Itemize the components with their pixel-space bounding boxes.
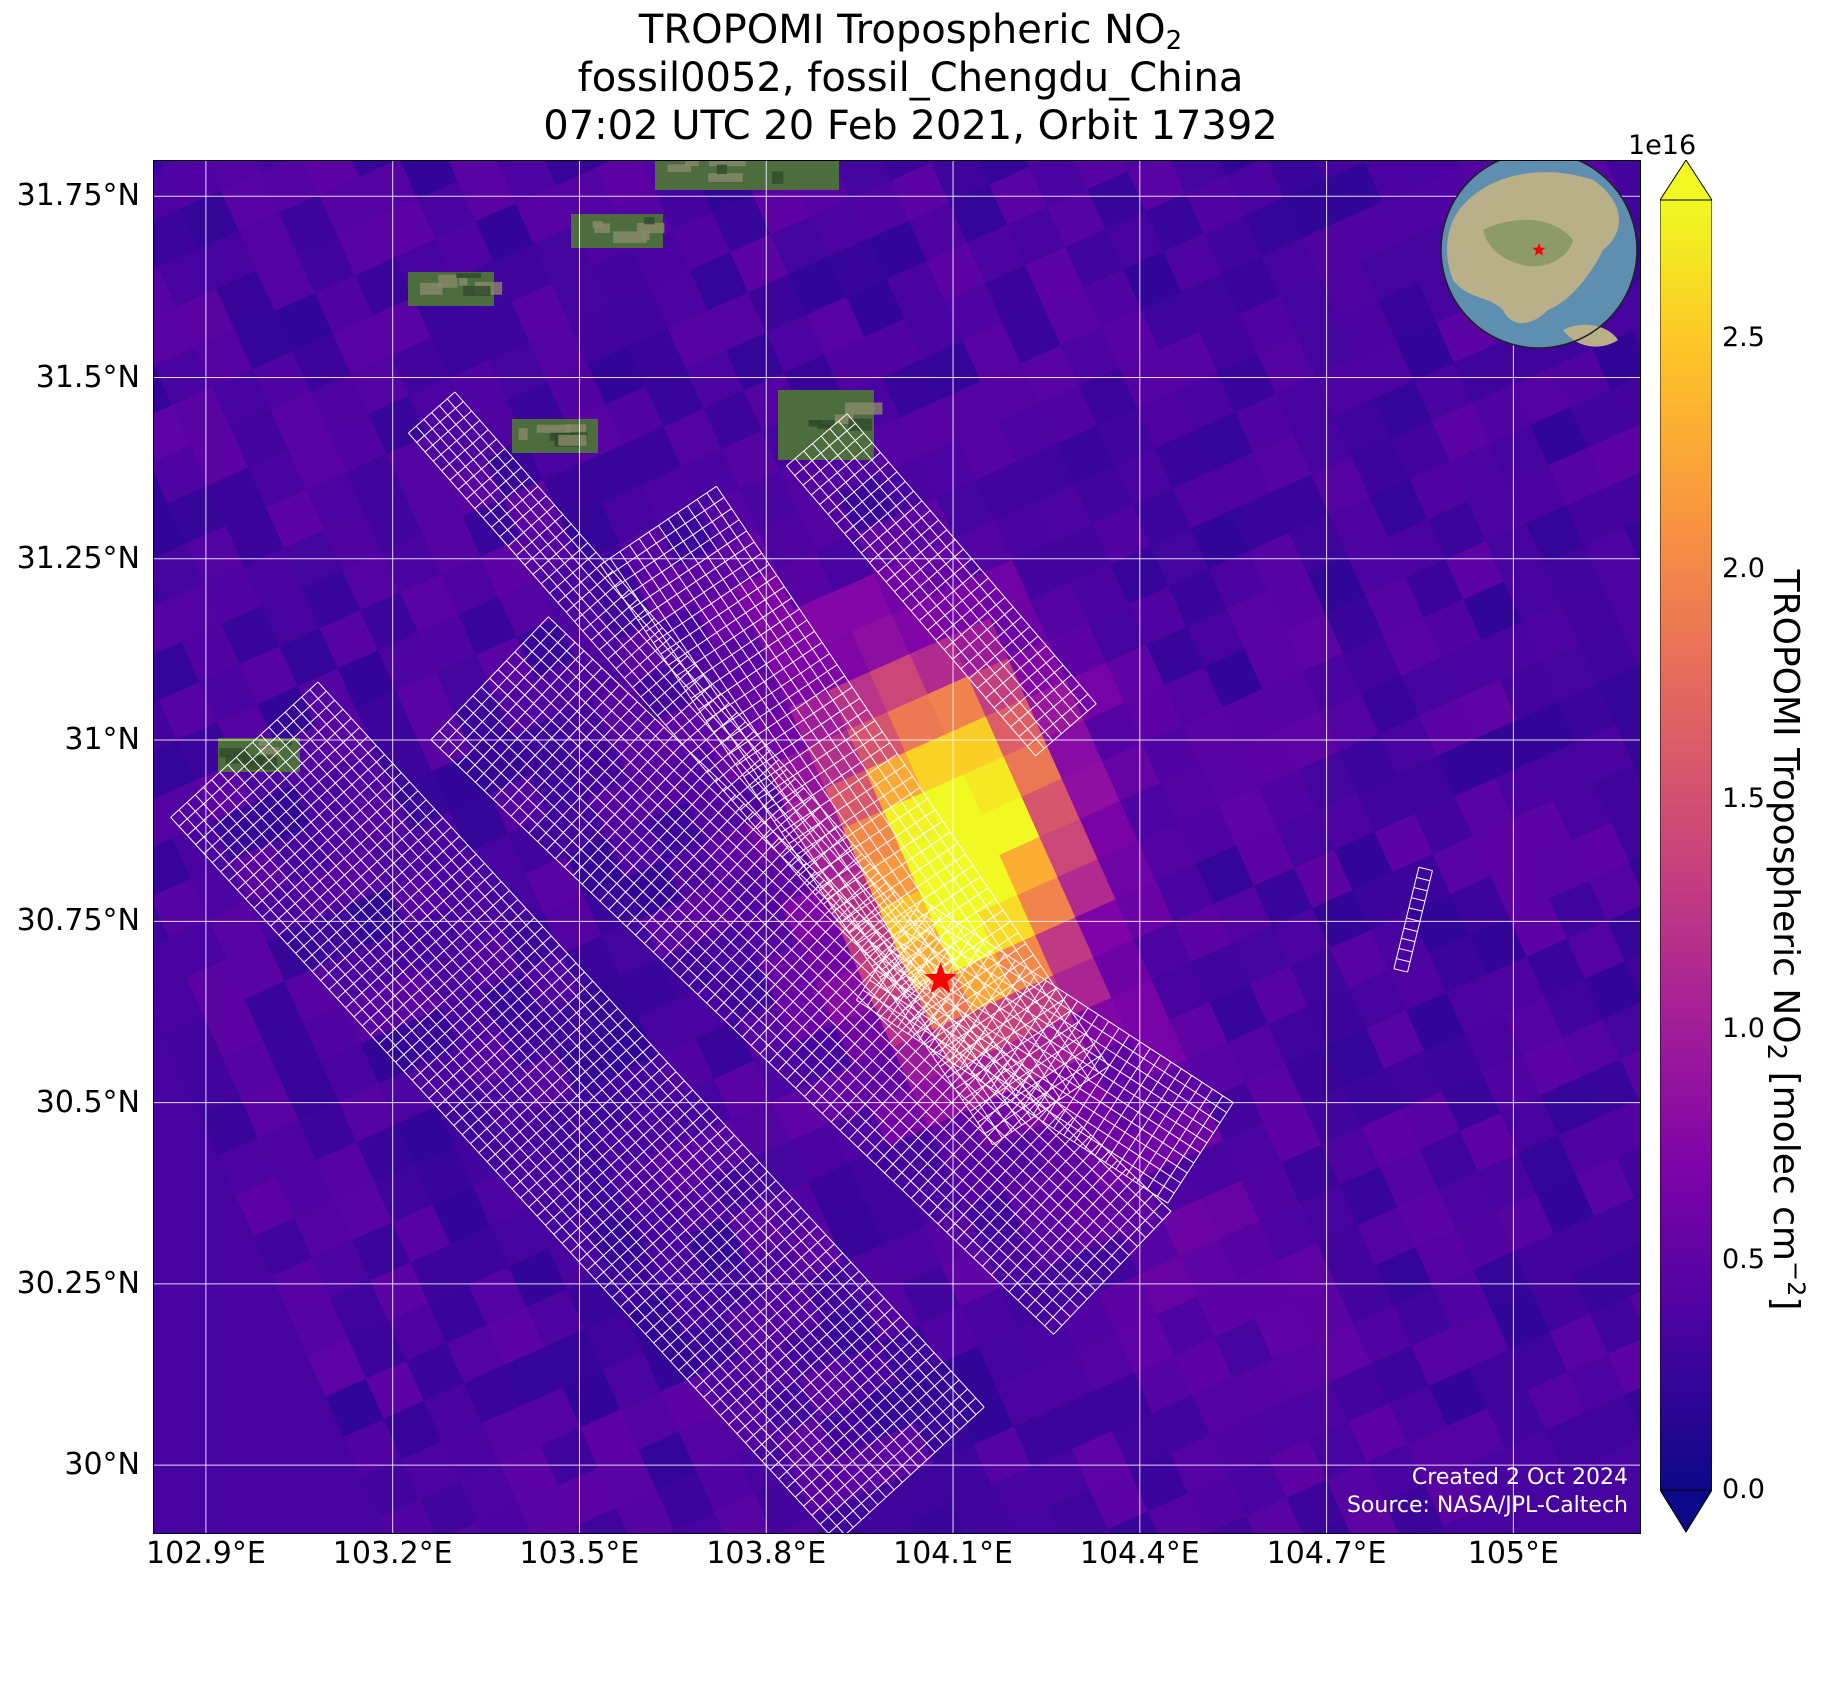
title-line-2: fossil0052, fossil_Chengdu_China bbox=[0, 54, 1821, 102]
colorbar-tick-label: 2.5 bbox=[1722, 322, 1765, 354]
lat-tick-label: 31°N bbox=[0, 722, 140, 758]
colorbar-extend-max bbox=[1660, 160, 1712, 200]
lat-tick-label: 31.25°N bbox=[0, 541, 140, 577]
credit-text: Created 2 Oct 2024 Source: NASA/JPL-Calt… bbox=[1180, 1464, 1628, 1520]
lon-tick-label: 103.5°E bbox=[479, 1536, 679, 1572]
colorbar-tick-label: 1.0 bbox=[1722, 1013, 1765, 1045]
lon-tick-label: 105°E bbox=[1413, 1536, 1613, 1572]
colorbar-label: TROPOMI Tropospheric NO2 [molec cm−2] bbox=[1765, 570, 1805, 1311]
lon-tick-label: 102.9°E bbox=[106, 1536, 306, 1572]
title-line-1: TROPOMI Tropospheric NO2 bbox=[0, 6, 1821, 54]
lon-tick-label: 103.2°E bbox=[293, 1536, 493, 1572]
colorbar bbox=[1660, 160, 1712, 1700]
satellite-image-patch bbox=[778, 390, 882, 460]
colorbar-tick-label: 2.0 bbox=[1722, 553, 1765, 585]
inset-globe[interactable] bbox=[1441, 160, 1637, 348]
satellite-image-patch bbox=[408, 272, 502, 306]
lat-tick-label: 31.5°N bbox=[0, 360, 140, 396]
credit-created: Created 2 Oct 2024 bbox=[1180, 1464, 1628, 1492]
lat-tick-label: 30°N bbox=[0, 1447, 140, 1483]
satellite-image-patch bbox=[512, 419, 598, 453]
no2-map bbox=[153, 160, 1641, 1534]
colorbar-tick-label: 1.5 bbox=[1722, 783, 1765, 815]
no2-map-panel[interactable] bbox=[153, 160, 1641, 1534]
colorbar-extend-min bbox=[1660, 1490, 1712, 1532]
no2-pixels bbox=[153, 160, 1641, 1534]
title-line-3: 07:02 UTC 20 Feb 2021, Orbit 17392 bbox=[0, 102, 1821, 150]
lon-tick-label: 103.8°E bbox=[666, 1536, 866, 1572]
satellite-image-patch bbox=[571, 214, 664, 248]
figure-title: TROPOMI Tropospheric NO2 fossil0052, fos… bbox=[0, 6, 1821, 150]
colorbar-tick-label: 0.5 bbox=[1722, 1244, 1765, 1276]
colorbar-exponent: 1e16 bbox=[1628, 130, 1696, 162]
lat-tick-label: 31.75°N bbox=[0, 178, 140, 214]
lon-tick-label: 104.7°E bbox=[1227, 1536, 1427, 1572]
colorbar-tick-label: 0.0 bbox=[1722, 1474, 1765, 1506]
lon-tick-label: 104.1°E bbox=[853, 1536, 1053, 1572]
satellite-image-patch bbox=[655, 160, 839, 190]
colorbar-gradient bbox=[1660, 200, 1712, 1490]
lat-tick-label: 30.75°N bbox=[0, 903, 140, 939]
lat-tick-label: 30.25°N bbox=[0, 1266, 140, 1302]
lat-tick-label: 30.5°N bbox=[0, 1085, 140, 1121]
lon-tick-label: 104.4°E bbox=[1040, 1536, 1240, 1572]
credit-source: Source: NASA/JPL-Caltech bbox=[1180, 1492, 1628, 1520]
